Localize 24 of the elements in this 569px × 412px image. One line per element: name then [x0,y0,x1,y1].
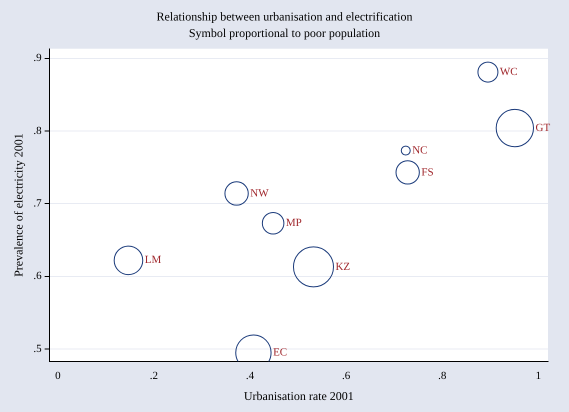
annotation: EC [273,346,288,359]
x-axis-title: Urbanisation rate 2001 [244,388,354,403]
annotation: NC [412,144,428,156]
y-axis-title: Prevalence of electricity 2001 [11,133,26,277]
annotation: FS [421,166,434,178]
annotation: GT [535,122,550,134]
x-tick-label: 1 [536,370,542,382]
chart-title: Relationship between urbanisation and electrification [156,9,412,24]
y-tick-label: .8 [33,124,42,137]
x-tick-label: .6 [342,370,351,382]
y-tick-label: .7 [33,198,42,210]
x-tick-label: 0 [55,370,62,382]
chart-subtitle: Symbol proportional to poor population [188,26,380,40]
x-tick-label: .4 [246,370,255,382]
y-tick-label: .6 [33,270,42,282]
annotation: KZ [335,260,350,273]
y-tick-label: .9 [33,52,42,64]
y-tick-label: .5 [33,342,42,355]
annotation: WC [500,66,518,78]
annotation: LM [144,254,162,266]
annotation: MP [286,217,302,230]
x-tick-label: .8 [438,370,447,382]
annotation: NW [250,187,270,200]
x-tick-label: .2 [150,370,158,382]
